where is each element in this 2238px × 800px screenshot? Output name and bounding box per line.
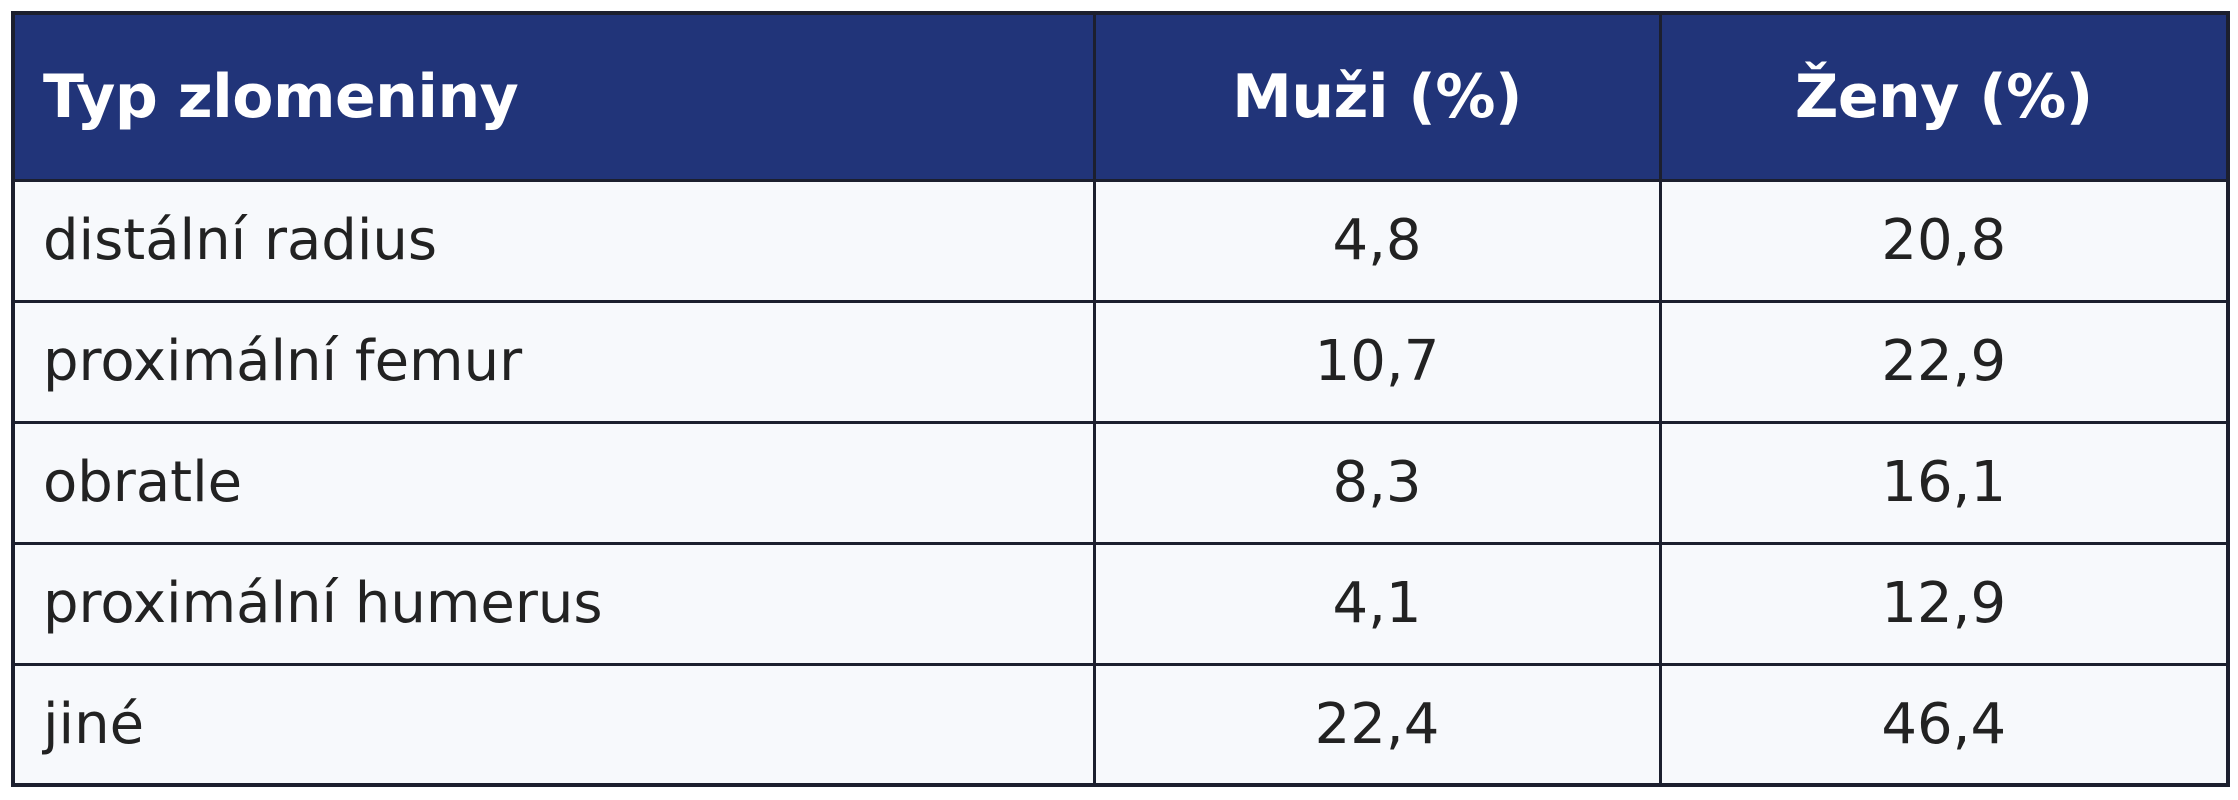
table-row: jiné 22,4 46,4 [11, 662, 2230, 787]
table-row: distální radius 4,8 20,8 [11, 178, 2230, 303]
table-row: obratle 8,3 16,1 [11, 420, 2230, 545]
value-cell: 22,9 [1658, 299, 2230, 424]
value-cell: 20,8 [1658, 178, 2230, 303]
header-cell: Ženy (%) [1658, 11, 2230, 182]
row-label: distální radius [11, 178, 1096, 303]
table-body: distální radius 4,8 20,8 proximální femur 10… [11, 178, 2230, 787]
row-label: obratle [11, 420, 1096, 545]
header-row: Typ zlomeniny Muži (%) Ženy (%) [11, 11, 2230, 182]
value-cell: 10,7 [1092, 299, 1662, 424]
row-label: jiné [11, 662, 1096, 787]
value-cell: 4,8 [1092, 178, 1662, 303]
value-cell: 22,4 [1092, 662, 1662, 787]
value-cell: 16,1 [1658, 420, 2230, 545]
header-cell: Muži (%) [1092, 11, 1662, 182]
header-cell: Typ zlomeniny [11, 11, 1096, 182]
value-cell: 4,1 [1092, 541, 1662, 666]
value-cell: 46,4 [1658, 662, 2230, 787]
fracture-table: Typ zlomeniny Muži (%) Ženy (%) distální r… [11, 11, 2230, 787]
table-row: proximální humerus 4,1 12,9 [11, 541, 2230, 666]
row-label: proximální femur [11, 299, 1096, 424]
value-cell: 12,9 [1658, 541, 2230, 666]
value-cell: 8,3 [1092, 420, 1662, 545]
row-label: proximální humerus [11, 541, 1096, 666]
table-row: proximální femur 10,7 22,9 [11, 299, 2230, 424]
